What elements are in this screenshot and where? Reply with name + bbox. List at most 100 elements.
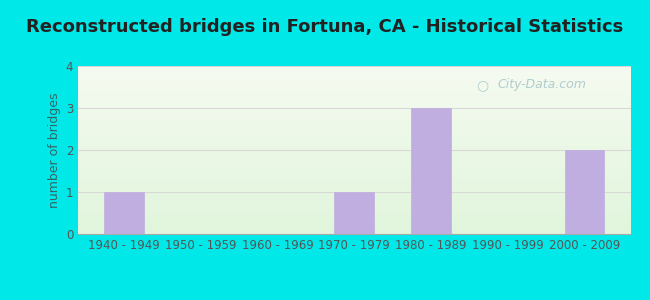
Bar — [78, 87, 630, 88]
Bar — [78, 139, 630, 140]
Bar — [78, 219, 630, 220]
Bar — [78, 229, 630, 230]
Bar — [78, 102, 630, 103]
Bar — [78, 165, 630, 166]
Bar — [78, 226, 630, 227]
Bar — [78, 197, 630, 198]
Bar — [78, 89, 630, 90]
Bar — [78, 94, 630, 95]
Bar — [78, 96, 630, 97]
Bar — [78, 101, 630, 102]
Bar — [78, 113, 630, 114]
Bar — [78, 160, 630, 161]
Bar — [78, 128, 630, 129]
Bar — [78, 208, 630, 209]
Bar — [78, 154, 630, 155]
Bar — [78, 105, 630, 106]
Bar — [78, 78, 630, 79]
Bar — [78, 230, 630, 231]
Bar — [78, 100, 630, 101]
Bar — [78, 90, 630, 91]
Bar — [78, 203, 630, 204]
Bar — [78, 224, 630, 225]
Bar — [78, 92, 630, 93]
Bar — [78, 73, 630, 74]
Bar — [78, 181, 630, 182]
Bar — [78, 206, 630, 207]
Bar — [78, 207, 630, 208]
Bar — [78, 138, 630, 139]
Bar — [78, 74, 630, 75]
Bar — [78, 72, 630, 73]
Bar — [334, 192, 374, 234]
Bar — [78, 88, 630, 89]
Bar — [78, 136, 630, 137]
Bar — [78, 191, 630, 192]
Bar — [78, 218, 630, 219]
Bar — [78, 186, 630, 187]
Bar — [78, 81, 630, 82]
Bar — [78, 82, 630, 83]
Bar — [78, 177, 630, 178]
Bar — [78, 119, 630, 120]
Bar — [78, 116, 630, 117]
Bar — [78, 70, 630, 71]
Bar — [78, 157, 630, 158]
Bar — [78, 155, 630, 156]
Bar — [78, 173, 630, 174]
Bar — [78, 79, 630, 80]
Bar — [78, 200, 630, 201]
Text: City-Data.com: City-Data.com — [498, 78, 587, 91]
Bar — [78, 134, 630, 135]
Bar — [78, 71, 630, 72]
Bar — [78, 175, 630, 176]
Bar — [78, 123, 630, 124]
Bar — [78, 179, 630, 180]
Text: Reconstructed bridges in Fortuna, CA - Historical Statistics: Reconstructed bridges in Fortuna, CA - H… — [27, 18, 623, 36]
Bar — [78, 84, 630, 85]
Bar — [78, 232, 630, 233]
Bar — [78, 135, 630, 136]
Bar — [78, 202, 630, 203]
Bar — [78, 86, 630, 87]
Bar — [78, 77, 630, 78]
Bar — [78, 161, 630, 162]
Bar — [78, 99, 630, 100]
Bar — [78, 149, 630, 150]
Bar — [78, 180, 630, 181]
Bar — [78, 156, 630, 157]
Bar — [78, 109, 630, 110]
Bar — [78, 132, 630, 133]
Bar — [78, 129, 630, 130]
Bar — [78, 93, 630, 94]
Bar — [78, 143, 630, 144]
Bar — [78, 104, 630, 105]
Bar — [78, 178, 630, 179]
Bar — [78, 97, 630, 98]
Bar — [78, 121, 630, 122]
Bar — [78, 140, 630, 141]
Bar — [78, 122, 630, 123]
Bar — [78, 222, 630, 223]
Bar — [78, 164, 630, 165]
Bar — [78, 231, 630, 232]
Bar — [78, 210, 630, 211]
Bar — [78, 106, 630, 107]
Bar — [78, 148, 630, 149]
Bar — [78, 169, 630, 170]
Bar — [78, 225, 630, 226]
Bar — [78, 199, 630, 200]
Bar — [411, 108, 451, 234]
Bar — [78, 100, 630, 101]
Text: ○: ○ — [476, 78, 488, 92]
Bar — [78, 153, 630, 154]
Bar — [78, 80, 630, 81]
Bar — [78, 166, 630, 167]
Bar — [78, 176, 630, 177]
Bar — [78, 145, 630, 146]
Bar — [78, 215, 630, 216]
Bar — [78, 214, 630, 215]
Bar — [78, 188, 630, 189]
Bar — [78, 196, 630, 197]
Bar — [78, 117, 630, 118]
